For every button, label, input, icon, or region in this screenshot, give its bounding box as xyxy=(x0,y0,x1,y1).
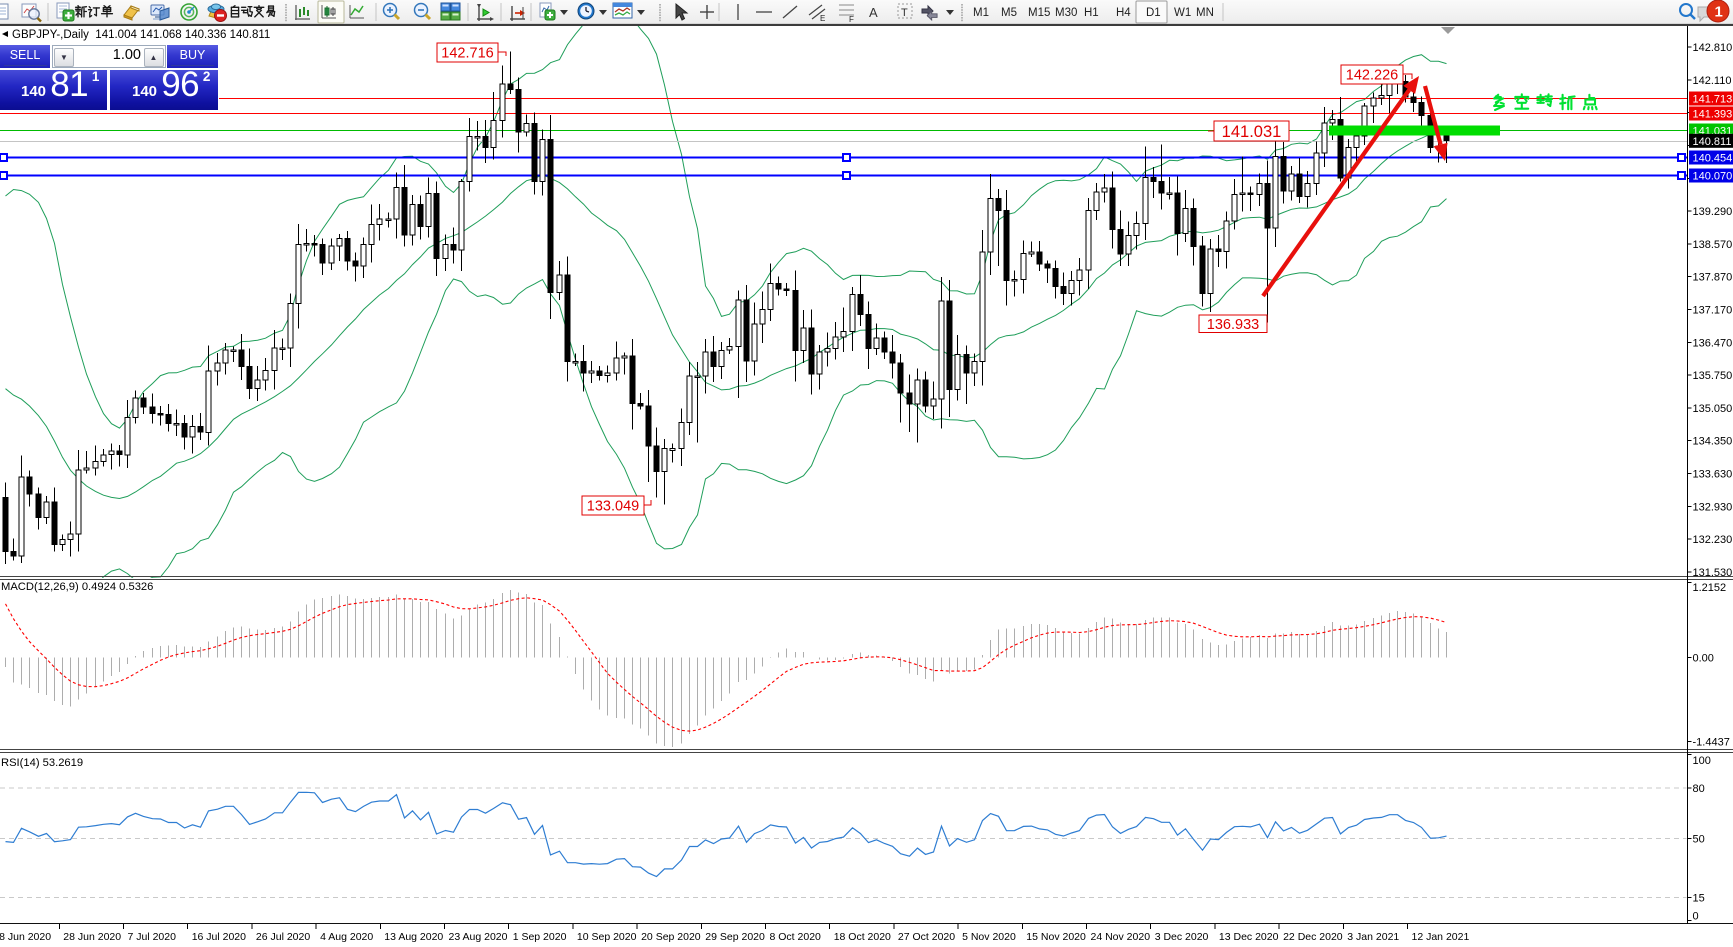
svg-text:135.750: 135.750 xyxy=(1693,370,1733,382)
svg-text:T: T xyxy=(901,7,908,19)
svg-text:1 Sep 2020: 1 Sep 2020 xyxy=(513,931,567,943)
svg-text:141.713: 141.713 xyxy=(1693,94,1733,106)
svg-text:132.930: 132.930 xyxy=(1693,501,1733,513)
svg-text:8 Oct 2020: 8 Oct 2020 xyxy=(770,931,822,943)
svg-text:H1: H1 xyxy=(1084,7,1099,19)
svg-text:142.810: 142.810 xyxy=(1693,42,1733,54)
svg-text:142.110: 142.110 xyxy=(1693,75,1732,87)
svg-text:139.290: 139.290 xyxy=(1693,206,1733,218)
svg-text:-1.4437: -1.4437 xyxy=(1693,737,1730,749)
svg-text:3 Jan 2021: 3 Jan 2021 xyxy=(1347,931,1399,943)
svg-text:A: A xyxy=(869,5,878,20)
svg-text:140.454: 140.454 xyxy=(1693,153,1733,165)
svg-text:M30: M30 xyxy=(1055,7,1077,19)
svg-text:136.470: 136.470 xyxy=(1693,337,1733,349)
svg-text:29 Sep 2020: 29 Sep 2020 xyxy=(705,931,765,943)
svg-text:W1: W1 xyxy=(1174,7,1191,19)
svg-text:M15: M15 xyxy=(1028,7,1050,19)
svg-text:4 Aug 2020: 4 Aug 2020 xyxy=(320,931,373,943)
svg-text:141.031: 141.031 xyxy=(1222,123,1282,141)
svg-text:100: 100 xyxy=(1693,755,1711,767)
svg-text:27 Oct 2020: 27 Oct 2020 xyxy=(898,931,955,943)
svg-text:137.170: 137.170 xyxy=(1693,305,1733,317)
svg-text:135.050: 135.050 xyxy=(1693,403,1733,415)
svg-text:80: 80 xyxy=(1693,783,1705,795)
svg-text:1: 1 xyxy=(1715,4,1723,21)
svg-text:133.049: 133.049 xyxy=(587,499,639,515)
svg-text:137.870: 137.870 xyxy=(1693,272,1733,284)
svg-text:141.393: 141.393 xyxy=(1693,109,1733,121)
svg-text:50: 50 xyxy=(1693,834,1705,846)
svg-text:13 Dec 2020: 13 Dec 2020 xyxy=(1219,931,1279,943)
svg-text:8 Jun 2020: 8 Jun 2020 xyxy=(0,931,51,943)
svg-text:E: E xyxy=(820,14,825,23)
svg-text:23 Aug 2020: 23 Aug 2020 xyxy=(449,931,508,943)
svg-text:142.226: 142.226 xyxy=(1346,68,1398,84)
svg-text:15: 15 xyxy=(1693,892,1705,904)
svg-text:10 Sep 2020: 10 Sep 2020 xyxy=(577,931,637,943)
svg-text:22 Dec 2020: 22 Dec 2020 xyxy=(1283,931,1343,943)
svg-text:26 Jul 2020: 26 Jul 2020 xyxy=(256,931,310,943)
svg-text:MACD(12,26,9) 0.4924 0.5326: MACD(12,26,9) 0.4924 0.5326 xyxy=(1,581,153,593)
svg-text:18 Oct 2020: 18 Oct 2020 xyxy=(834,931,891,943)
svg-text:0.00: 0.00 xyxy=(1693,652,1714,664)
svg-text:MN: MN xyxy=(1196,7,1214,19)
svg-text:13 Aug 2020: 13 Aug 2020 xyxy=(384,931,443,943)
svg-text:5 Nov 2020: 5 Nov 2020 xyxy=(962,931,1016,943)
svg-text:0: 0 xyxy=(1693,911,1699,923)
svg-text:131.530: 131.530 xyxy=(1693,567,1733,579)
svg-text:134.350: 134.350 xyxy=(1693,436,1733,448)
svg-text:RSI(14) 53.2619: RSI(14) 53.2619 xyxy=(1,757,83,769)
svg-text:136.933: 136.933 xyxy=(1207,317,1259,333)
svg-text:140.070: 140.070 xyxy=(1693,171,1733,183)
svg-text:3 Dec 2020: 3 Dec 2020 xyxy=(1155,931,1209,943)
svg-text:20 Sep 2020: 20 Sep 2020 xyxy=(641,931,701,943)
svg-text:15 Nov 2020: 15 Nov 2020 xyxy=(1026,931,1086,943)
svg-text:138.570: 138.570 xyxy=(1693,239,1733,251)
svg-text:16 Jul 2020: 16 Jul 2020 xyxy=(192,931,246,943)
svg-text:132.230: 132.230 xyxy=(1693,534,1733,546)
svg-text:142.716: 142.716 xyxy=(441,46,493,62)
svg-text:H4: H4 xyxy=(1116,7,1131,19)
svg-text:F: F xyxy=(849,15,854,24)
svg-text:7 Jul 2020: 7 Jul 2020 xyxy=(128,931,177,943)
svg-text:140.811: 140.811 xyxy=(1693,136,1732,148)
svg-text:24 Nov 2020: 24 Nov 2020 xyxy=(1091,931,1151,943)
svg-text:12 Jan 2021: 12 Jan 2021 xyxy=(1412,931,1470,943)
svg-text:D1: D1 xyxy=(1146,7,1161,19)
svg-text:133.630: 133.630 xyxy=(1693,469,1733,481)
svg-text:M1: M1 xyxy=(973,7,989,19)
svg-text:28 Jun 2020: 28 Jun 2020 xyxy=(63,931,121,943)
svg-text:1.2152: 1.2152 xyxy=(1693,582,1727,594)
svg-text:M5: M5 xyxy=(1001,7,1017,19)
